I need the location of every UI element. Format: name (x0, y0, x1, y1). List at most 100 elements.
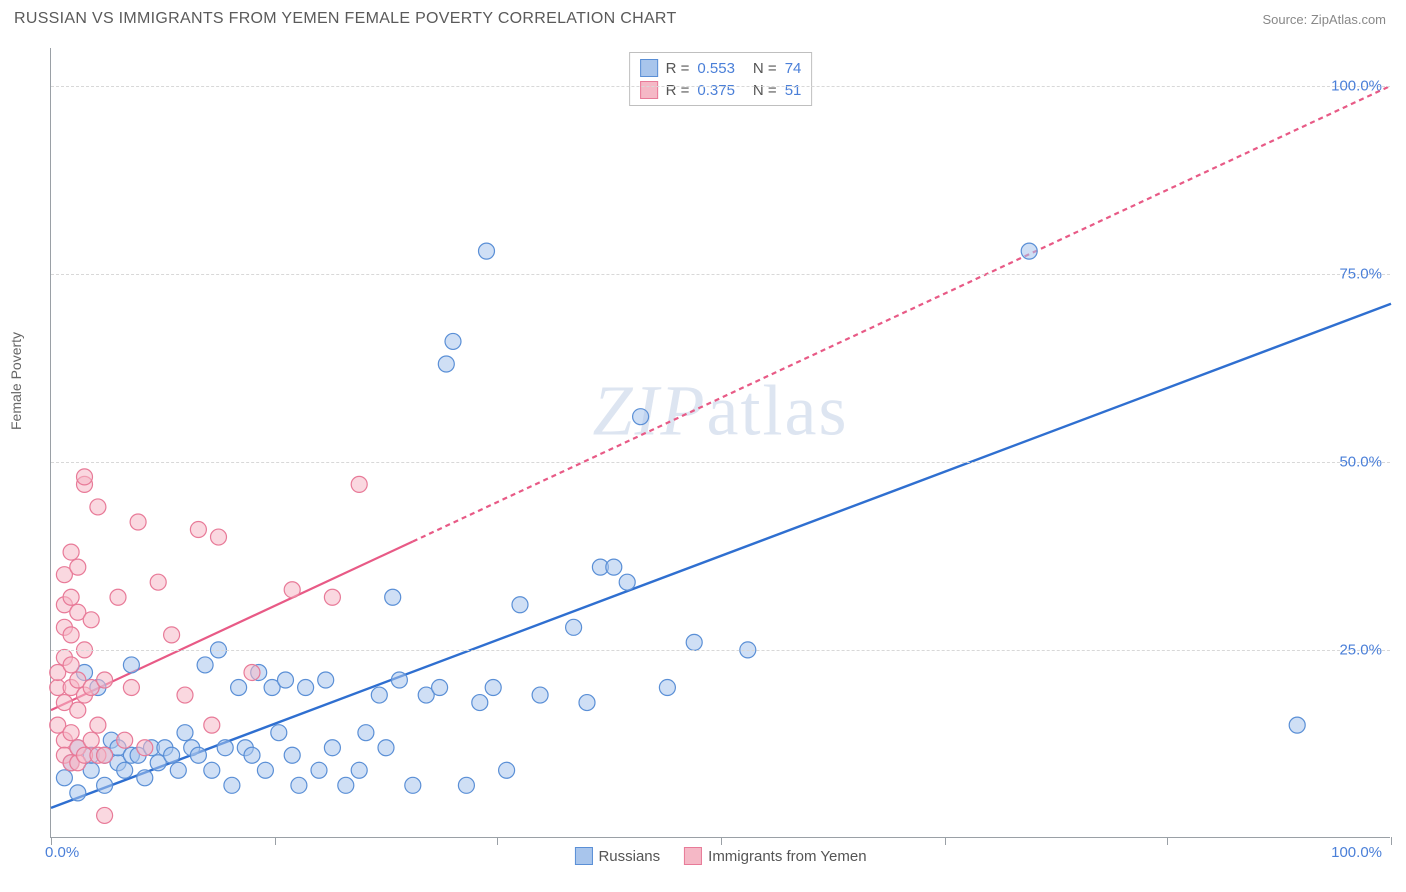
data-point (70, 785, 86, 801)
trend-line (413, 86, 1391, 542)
legend-n-value: 51 (785, 82, 802, 99)
y-tick-label: 50.0% (1339, 453, 1382, 470)
series-legend-label: Russians (598, 848, 660, 865)
data-point (385, 589, 401, 605)
data-point (137, 740, 153, 756)
data-point (244, 747, 260, 763)
data-point (686, 634, 702, 650)
data-point (97, 747, 113, 763)
data-point (204, 717, 220, 733)
data-point (190, 747, 206, 763)
data-point (217, 740, 233, 756)
data-point (197, 657, 213, 673)
legend-r-value: 0.553 (697, 60, 735, 77)
data-point (391, 672, 407, 688)
data-point (63, 725, 79, 741)
data-point (438, 356, 454, 372)
series-legend: Russians Immigrants from Yemen (574, 847, 866, 865)
trend-line (51, 304, 1391, 808)
data-point (324, 589, 340, 605)
x-tick (945, 837, 946, 845)
data-point (224, 777, 240, 793)
legend-row: R =0.553N =74 (640, 57, 802, 79)
data-point (177, 687, 193, 703)
x-tick (275, 837, 276, 845)
legend-r-label: R = (666, 60, 690, 77)
data-point (257, 762, 273, 778)
data-point (130, 514, 146, 530)
chart-title: RUSSIAN VS IMMIGRANTS FROM YEMEN FEMALE … (14, 10, 677, 28)
x-tick (51, 837, 52, 845)
data-point (204, 762, 220, 778)
legend-n-label: N = (753, 82, 777, 99)
data-point (63, 544, 79, 560)
data-point (97, 672, 113, 688)
y-axis-label: Female Poverty (8, 332, 24, 430)
data-point (298, 680, 314, 696)
x-tick (1391, 837, 1392, 845)
legend-n-value: 74 (785, 60, 802, 77)
data-point (244, 664, 260, 680)
x-axis-max-label: 100.0% (1331, 844, 1382, 861)
legend-swatch (574, 847, 592, 865)
data-point (479, 243, 495, 259)
data-point (338, 777, 354, 793)
data-point (56, 770, 72, 786)
legend-r-label: R = (666, 82, 690, 99)
y-tick-label: 25.0% (1339, 641, 1382, 658)
data-point (77, 469, 93, 485)
data-point (97, 807, 113, 823)
data-point (371, 687, 387, 703)
data-point (619, 574, 635, 590)
legend-row: R = 0.375 N = 51 (640, 79, 802, 101)
legend-swatch (640, 81, 658, 99)
data-point (1289, 717, 1305, 733)
data-point (284, 747, 300, 763)
data-point (291, 777, 307, 793)
data-point (63, 589, 79, 605)
data-point (123, 680, 139, 696)
data-point (445, 333, 461, 349)
x-tick (497, 837, 498, 845)
data-point (63, 627, 79, 643)
x-tick (721, 837, 722, 845)
data-point (170, 762, 186, 778)
data-point (458, 777, 474, 793)
data-point (90, 717, 106, 733)
data-point (566, 619, 582, 635)
data-point (659, 680, 675, 696)
data-point (351, 762, 367, 778)
data-point (311, 762, 327, 778)
data-point (405, 777, 421, 793)
data-point (123, 657, 139, 673)
y-tick-label: 100.0% (1331, 77, 1382, 94)
data-point (499, 762, 515, 778)
data-point (324, 740, 340, 756)
data-point (633, 409, 649, 425)
data-point (164, 747, 180, 763)
series-legend-label: Immigrants from Yemen (708, 848, 866, 865)
legend-r-value: 0.375 (697, 82, 735, 99)
data-point (117, 732, 133, 748)
legend-swatch (684, 847, 702, 865)
x-tick (1167, 837, 1168, 845)
data-point (485, 680, 501, 696)
data-point (512, 597, 528, 613)
data-point (532, 687, 548, 703)
header: RUSSIAN VS IMMIGRANTS FROM YEMEN FEMALE … (0, 0, 1406, 32)
y-tick-label: 75.0% (1339, 265, 1382, 282)
series-legend-item: Russians (574, 847, 660, 865)
data-point (231, 680, 247, 696)
data-point (83, 732, 99, 748)
data-point (579, 695, 595, 711)
data-point (83, 612, 99, 628)
data-point (211, 529, 227, 545)
scatter-svg (51, 48, 1390, 837)
data-point (63, 657, 79, 673)
chart-plot-area: ZIPatlas R =0.553N =74R =0.375N =51 0.0%… (50, 48, 1390, 838)
data-point (318, 672, 334, 688)
data-point (110, 589, 126, 605)
data-point (351, 476, 367, 492)
gridline (51, 274, 1390, 275)
data-point (1021, 243, 1037, 259)
